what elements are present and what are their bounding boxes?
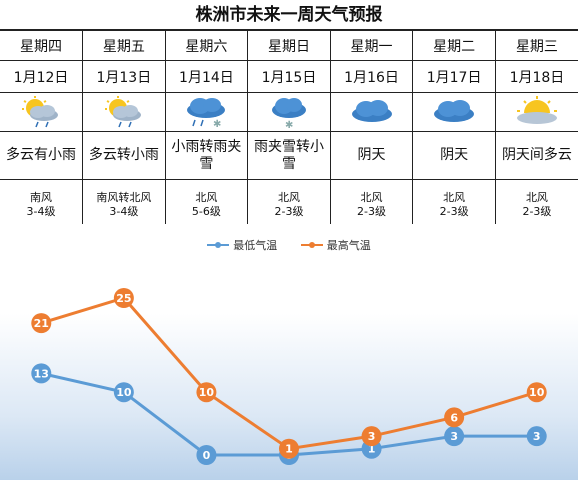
icon-cell [412, 92, 496, 132]
wind-level: 2-3级 [522, 204, 552, 218]
legend-label-min: 最低气温 [233, 239, 278, 252]
date-cell: 1月18日 [494, 60, 578, 93]
condition-row: 多云有小雨 多云转小雨 小雨转雨夹雪 雨夹雪转小雪 阴天 阴天 阴天间多云 [0, 131, 578, 180]
condition-cell: 阴天 [412, 131, 496, 180]
icon-cell [329, 92, 414, 132]
svg-text:✱: ✱ [285, 120, 293, 129]
wind-direction: 南风 [30, 190, 53, 204]
icon-cell [0, 92, 84, 132]
condition-cell: 小雨转雨夹雪 [164, 131, 249, 180]
condition-cell: 阴天 [329, 131, 414, 180]
wind-cell: 北风 2-3级 [494, 179, 578, 230]
weekday-cell: 星期四 [0, 30, 84, 61]
condition-cell: 多云有小雨 [0, 131, 84, 180]
wind-level: 2-3级 [357, 204, 387, 218]
icon-cell: ✱ [164, 92, 249, 132]
chart-legend: 最低气温 最高气温 [0, 236, 578, 253]
forecast-table: 星期四 星期五 星期六 星期日 星期一 星期二 星期三 1月12日 1月13日 … [0, 30, 578, 230]
weekday-cell: 星期日 [247, 30, 331, 61]
wind-cell: 北风 5-6级 [164, 179, 249, 230]
wind-direction: 北风 [443, 190, 466, 204]
legend-item-min[interactable]: 最低气温 [207, 237, 277, 253]
overcast-icon [434, 100, 475, 122]
date-cell: 1月17日 [412, 60, 496, 93]
weekday-cell: 星期六 [164, 30, 249, 61]
wind-direction: 北风 [277, 190, 300, 204]
weekday-cell: 星期五 [82, 30, 166, 61]
wind-direction: 南风转北风 [96, 190, 152, 204]
icon-cell [494, 92, 578, 132]
date-cell: 1月12日 [0, 60, 84, 93]
weekday-cell: 星期二 [412, 30, 496, 61]
legend-item-max[interactable]: 最高气温 [300, 237, 371, 253]
legend-marker-max [300, 242, 323, 248]
rain-and-snow-icon: ✱ [187, 98, 226, 129]
wind-row: 南风 3-4级 南风转北风 3-4级 北风 5-6级 北风 2-3级 北风 2-3级 北风… [0, 179, 578, 230]
weekday-cell: 星期一 [329, 30, 414, 61]
wind-level: 2-3级 [439, 204, 469, 218]
wind-cell: 南风转北风 3-4级 [82, 179, 166, 230]
weekday-cell: 星期三 [494, 30, 578, 61]
partly-cloudy-sun-icon [516, 96, 557, 124]
icon-cell: ✱ [247, 92, 331, 132]
icon-cell [82, 92, 166, 132]
condition-cell: 多云转小雨 [82, 131, 166, 180]
wind-level: 5-6级 [191, 204, 221, 218]
condition-cell: 雨夹雪转小雪 [247, 131, 331, 180]
wind-level: 3-4级 [26, 204, 56, 218]
chart-background [0, 224, 578, 480]
date-cell: 1月14日 [164, 60, 249, 93]
wind-level: 2-3级 [274, 204, 304, 218]
wind-direction: 北风 [525, 190, 548, 204]
wind-direction: 北风 [195, 190, 218, 204]
date-cell: 1月13日 [82, 60, 166, 93]
legend-marker-min [207, 242, 230, 248]
wind-cell: 北风 2-3级 [412, 179, 496, 230]
wind-direction: 北风 [360, 190, 383, 204]
weekday-row: 星期四 星期五 星期六 星期日 星期一 星期二 星期三 [0, 30, 578, 61]
page-title: 株洲市未来一周天气预报 [0, 0, 578, 30]
condition-cell: 阴天间多云 [494, 131, 578, 180]
overcast-icon [351, 100, 392, 122]
partly-cloudy-light-rain-icon [104, 96, 141, 128]
wind-cell: 南风 3-4级 [0, 179, 84, 230]
weather-icon-row: ✱ ✱ [0, 92, 578, 132]
svg-text:✱: ✱ [213, 119, 221, 129]
light-snow-icon: ✱ [271, 98, 306, 129]
wind-cell: 北风 2-3级 [247, 179, 331, 230]
date-cell: 1月16日 [329, 60, 414, 93]
date-cell: 1月15日 [247, 60, 331, 93]
legend-label-max: 最高气温 [326, 239, 371, 252]
wind-cell: 北风 2-3级 [329, 179, 414, 230]
date-row: 1月12日 1月13日 1月14日 1月15日 1月16日 1月17日 1月18… [0, 60, 578, 93]
wind-level: 3-4级 [109, 204, 139, 218]
partly-cloudy-light-rain-icon [22, 96, 59, 128]
